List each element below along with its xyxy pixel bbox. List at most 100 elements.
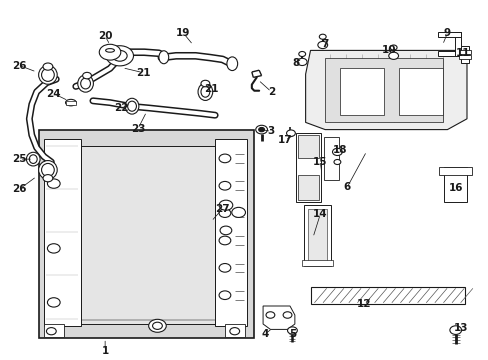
Bar bbox=[298, 175, 318, 200]
Circle shape bbox=[265, 312, 274, 318]
Ellipse shape bbox=[41, 163, 54, 176]
Circle shape bbox=[99, 44, 121, 60]
Circle shape bbox=[47, 179, 60, 188]
Circle shape bbox=[286, 130, 295, 136]
Bar bbox=[215, 139, 246, 326]
Text: 20: 20 bbox=[98, 31, 112, 41]
Circle shape bbox=[148, 319, 166, 332]
Text: 13: 13 bbox=[452, 323, 467, 333]
Text: 21: 21 bbox=[203, 84, 218, 94]
Circle shape bbox=[43, 175, 53, 182]
Circle shape bbox=[388, 52, 398, 59]
Bar bbox=[437, 32, 460, 37]
Polygon shape bbox=[305, 50, 466, 130]
Circle shape bbox=[43, 63, 53, 70]
Text: 24: 24 bbox=[46, 89, 61, 99]
Circle shape bbox=[287, 327, 297, 334]
Bar bbox=[44, 324, 63, 337]
Circle shape bbox=[319, 34, 325, 39]
Text: 6: 6 bbox=[343, 182, 350, 192]
Bar bbox=[66, 101, 76, 105]
Ellipse shape bbox=[29, 155, 37, 163]
Circle shape bbox=[297, 58, 306, 66]
Circle shape bbox=[112, 50, 127, 61]
Circle shape bbox=[219, 154, 230, 163]
Text: 11: 11 bbox=[455, 48, 469, 58]
Circle shape bbox=[219, 264, 230, 272]
Bar bbox=[398, 68, 442, 115]
Bar bbox=[295, 133, 321, 202]
Ellipse shape bbox=[127, 101, 136, 111]
Ellipse shape bbox=[159, 51, 168, 64]
Circle shape bbox=[220, 226, 231, 235]
Circle shape bbox=[283, 312, 291, 318]
Circle shape bbox=[389, 45, 396, 50]
Circle shape bbox=[255, 125, 267, 134]
Circle shape bbox=[219, 181, 230, 190]
Bar bbox=[310, 287, 464, 304]
Circle shape bbox=[332, 148, 342, 156]
Text: 8: 8 bbox=[292, 58, 299, 68]
Bar bbox=[438, 167, 471, 175]
Bar bbox=[460, 46, 468, 63]
Circle shape bbox=[46, 328, 56, 335]
Circle shape bbox=[106, 46, 133, 66]
Text: 10: 10 bbox=[381, 45, 395, 55]
Circle shape bbox=[47, 298, 60, 307]
Text: 26: 26 bbox=[12, 184, 27, 194]
Circle shape bbox=[317, 41, 327, 49]
Ellipse shape bbox=[78, 75, 93, 92]
Ellipse shape bbox=[39, 66, 57, 84]
Circle shape bbox=[333, 159, 340, 165]
Bar bbox=[323, 137, 339, 180]
Ellipse shape bbox=[26, 152, 40, 166]
Circle shape bbox=[152, 322, 162, 329]
Text: 26: 26 bbox=[12, 60, 27, 71]
Circle shape bbox=[449, 326, 461, 334]
Text: 5: 5 bbox=[288, 329, 295, 339]
Text: 14: 14 bbox=[312, 209, 327, 219]
Text: 15: 15 bbox=[312, 157, 327, 167]
Text: 22: 22 bbox=[114, 103, 128, 113]
Ellipse shape bbox=[41, 68, 54, 81]
Bar bbox=[454, 32, 460, 56]
Bar bbox=[458, 55, 470, 59]
Text: 4: 4 bbox=[261, 329, 268, 339]
Ellipse shape bbox=[39, 161, 57, 179]
Circle shape bbox=[219, 200, 232, 210]
Circle shape bbox=[231, 207, 245, 217]
Circle shape bbox=[219, 209, 230, 217]
Bar bbox=[307, 209, 326, 263]
Circle shape bbox=[229, 328, 239, 335]
Bar bbox=[437, 51, 460, 56]
Text: 18: 18 bbox=[332, 145, 346, 156]
Text: 9: 9 bbox=[443, 28, 450, 38]
Ellipse shape bbox=[65, 99, 76, 106]
Ellipse shape bbox=[81, 78, 90, 89]
Bar bbox=[304, 205, 330, 266]
Circle shape bbox=[47, 244, 60, 253]
Text: 2: 2 bbox=[267, 87, 274, 97]
Bar bbox=[325, 58, 442, 122]
Text: 27: 27 bbox=[215, 204, 229, 214]
Bar bbox=[301, 260, 333, 266]
Text: 23: 23 bbox=[130, 124, 145, 134]
Ellipse shape bbox=[201, 86, 209, 97]
Polygon shape bbox=[263, 306, 294, 329]
Text: 1: 1 bbox=[102, 346, 108, 356]
Text: 19: 19 bbox=[176, 28, 190, 38]
Bar bbox=[458, 50, 470, 54]
Ellipse shape bbox=[226, 57, 237, 71]
Circle shape bbox=[82, 72, 91, 79]
Ellipse shape bbox=[125, 98, 139, 114]
Text: 17: 17 bbox=[277, 135, 292, 145]
Text: 16: 16 bbox=[447, 183, 462, 193]
Bar bbox=[44, 139, 81, 326]
Bar bbox=[224, 324, 244, 337]
Bar bbox=[81, 146, 215, 324]
Bar bbox=[339, 68, 383, 115]
Bar bbox=[298, 135, 318, 158]
Text: 12: 12 bbox=[356, 299, 371, 309]
Text: 21: 21 bbox=[136, 68, 150, 78]
Text: 25: 25 bbox=[12, 154, 27, 164]
